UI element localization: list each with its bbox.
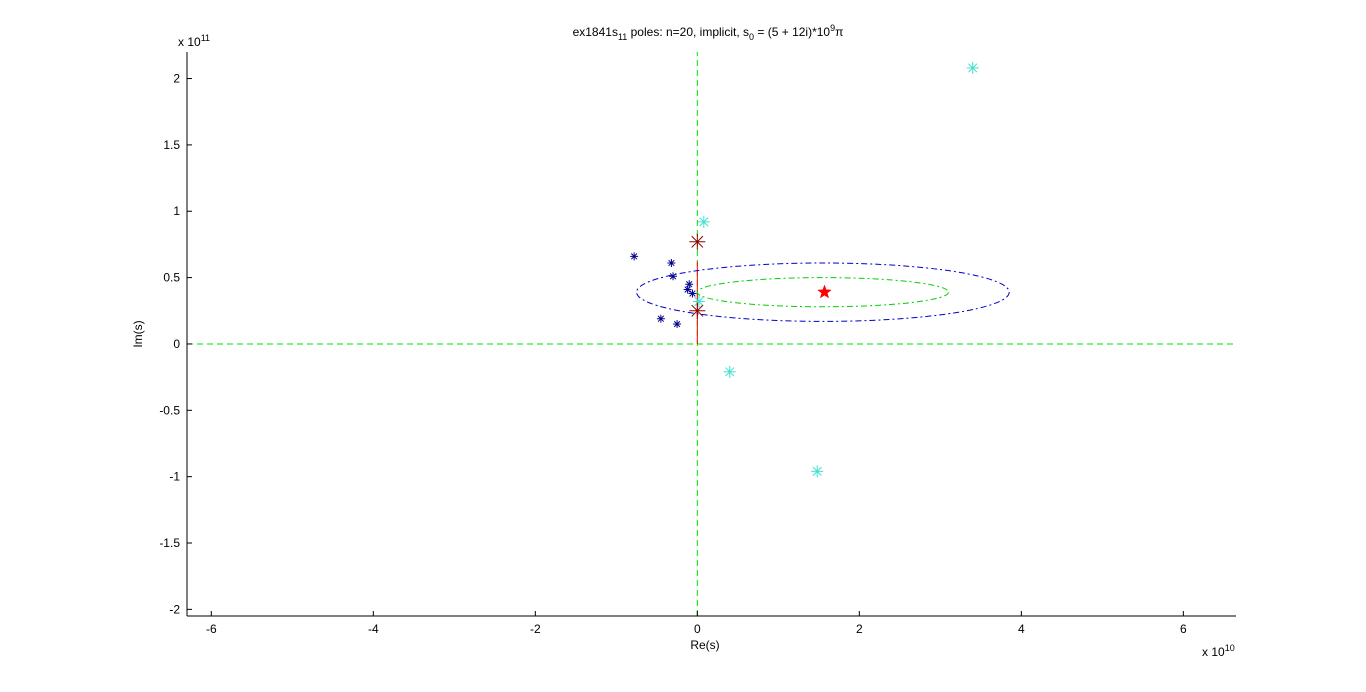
y-tick-label: -2 (169, 602, 180, 616)
x-ticks: -6 -4 -2 0 2 4 6 (206, 611, 1187, 636)
point-s0-7 (673, 320, 682, 329)
point-s0-2-d2 (669, 273, 677, 280)
point-s1-4-d2 (812, 466, 822, 476)
chart-title: ex1841s11 poles: n=20, implicit, s0 = (5… (573, 23, 844, 42)
x-tick-label: 0 (694, 622, 701, 636)
x-tick-label: -4 (368, 622, 379, 636)
y-axis-title: Im(s) (131, 320, 145, 347)
point-s0-6-d2 (657, 315, 665, 322)
point-s1-1 (697, 215, 710, 228)
point-s0-1-d2 (668, 259, 675, 267)
x-tick-label: 4 (1018, 622, 1025, 636)
ellipses (636, 262, 1010, 322)
y-tick-label: 1 (173, 204, 180, 218)
outer-ellipse (636, 262, 1010, 322)
y-tick-label: -1.5 (159, 536, 180, 550)
y-tick-label: 0.5 (163, 271, 180, 285)
point-s0-3 (685, 280, 694, 289)
axes (186, 52, 1236, 617)
y-ticks: -2 -1.5 -1 -0.5 0 0.5 1 1.5 2 (159, 72, 192, 616)
point-s2-1 (689, 302, 706, 319)
y-axis-exponent: x 1011 (178, 33, 210, 49)
point-s0-0-d2 (630, 253, 638, 260)
y-tick-label: 2 (173, 72, 180, 86)
x-axis-title: Re(s) (690, 638, 719, 652)
x-tick-label: 2 (856, 622, 863, 636)
point-s2-0-d2 (691, 235, 704, 248)
x-tick-label: 6 (1180, 622, 1187, 636)
x-axis-exponent: x 1010 (1202, 643, 1235, 659)
x-tick-label: -6 (206, 622, 217, 636)
data-points (630, 61, 979, 478)
point-s1-0-d2 (968, 63, 978, 73)
point-s0-1 (667, 259, 676, 268)
inner-ellipse (696, 277, 949, 308)
y-tick-label: 0 (173, 337, 180, 351)
y-tick-label: -0.5 (159, 403, 180, 417)
point-s0-5 (688, 289, 697, 298)
point-s0-5-d2 (689, 290, 696, 297)
point-s1-2 (692, 295, 705, 308)
y-tick-label: 1.5 (163, 138, 180, 152)
point-s1-3-d2 (725, 367, 735, 377)
point-s1-4 (811, 465, 824, 478)
point-s1-0 (966, 61, 979, 74)
point-s0-4 (683, 285, 692, 294)
point-s3-0 (817, 284, 832, 299)
point-s0-4-d2 (684, 286, 691, 293)
point-s1-3 (723, 365, 736, 378)
point-s2-0 (689, 233, 706, 250)
point-s0-7-d2 (673, 320, 681, 328)
point-s1-2-d2 (694, 296, 704, 307)
point-s0-0 (630, 252, 639, 261)
point-s2-1-d2 (691, 304, 704, 317)
x-tick-label: -2 (530, 622, 541, 636)
point-s0-6 (656, 314, 665, 323)
point-s0-2 (669, 272, 678, 281)
point-s1-1-d2 (699, 217, 709, 227)
y-tick-label: -1 (169, 470, 180, 484)
